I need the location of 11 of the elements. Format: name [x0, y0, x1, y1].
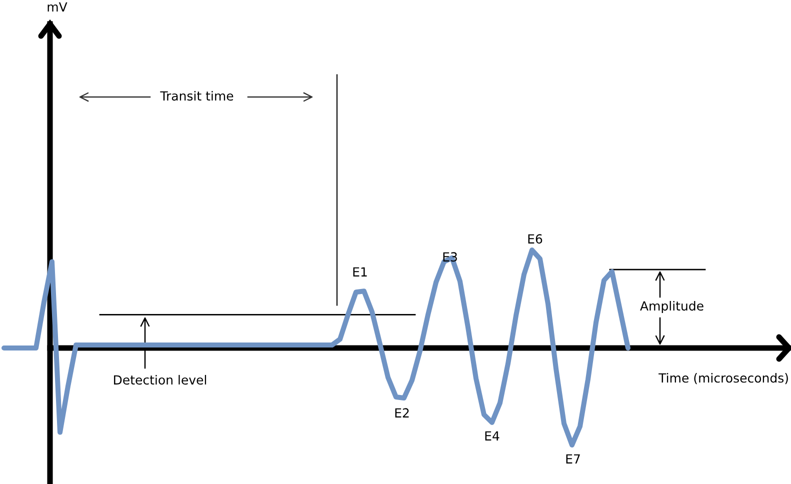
annotation: E1	[353, 267, 367, 276]
text: E7	[566, 454, 580, 464]
text: Transit time	[160, 90, 234, 101]
annotation: E4	[485, 431, 500, 440]
annotation: Detection level	[114, 374, 206, 385]
annotation: E2	[395, 408, 409, 418]
x-axis-title: Time (microseconds)	[658, 373, 788, 384]
annotation: Amplitude	[640, 300, 704, 314]
text: E6	[528, 234, 542, 244]
annotation: E3	[443, 252, 457, 262]
text: mV	[48, 2, 68, 12]
